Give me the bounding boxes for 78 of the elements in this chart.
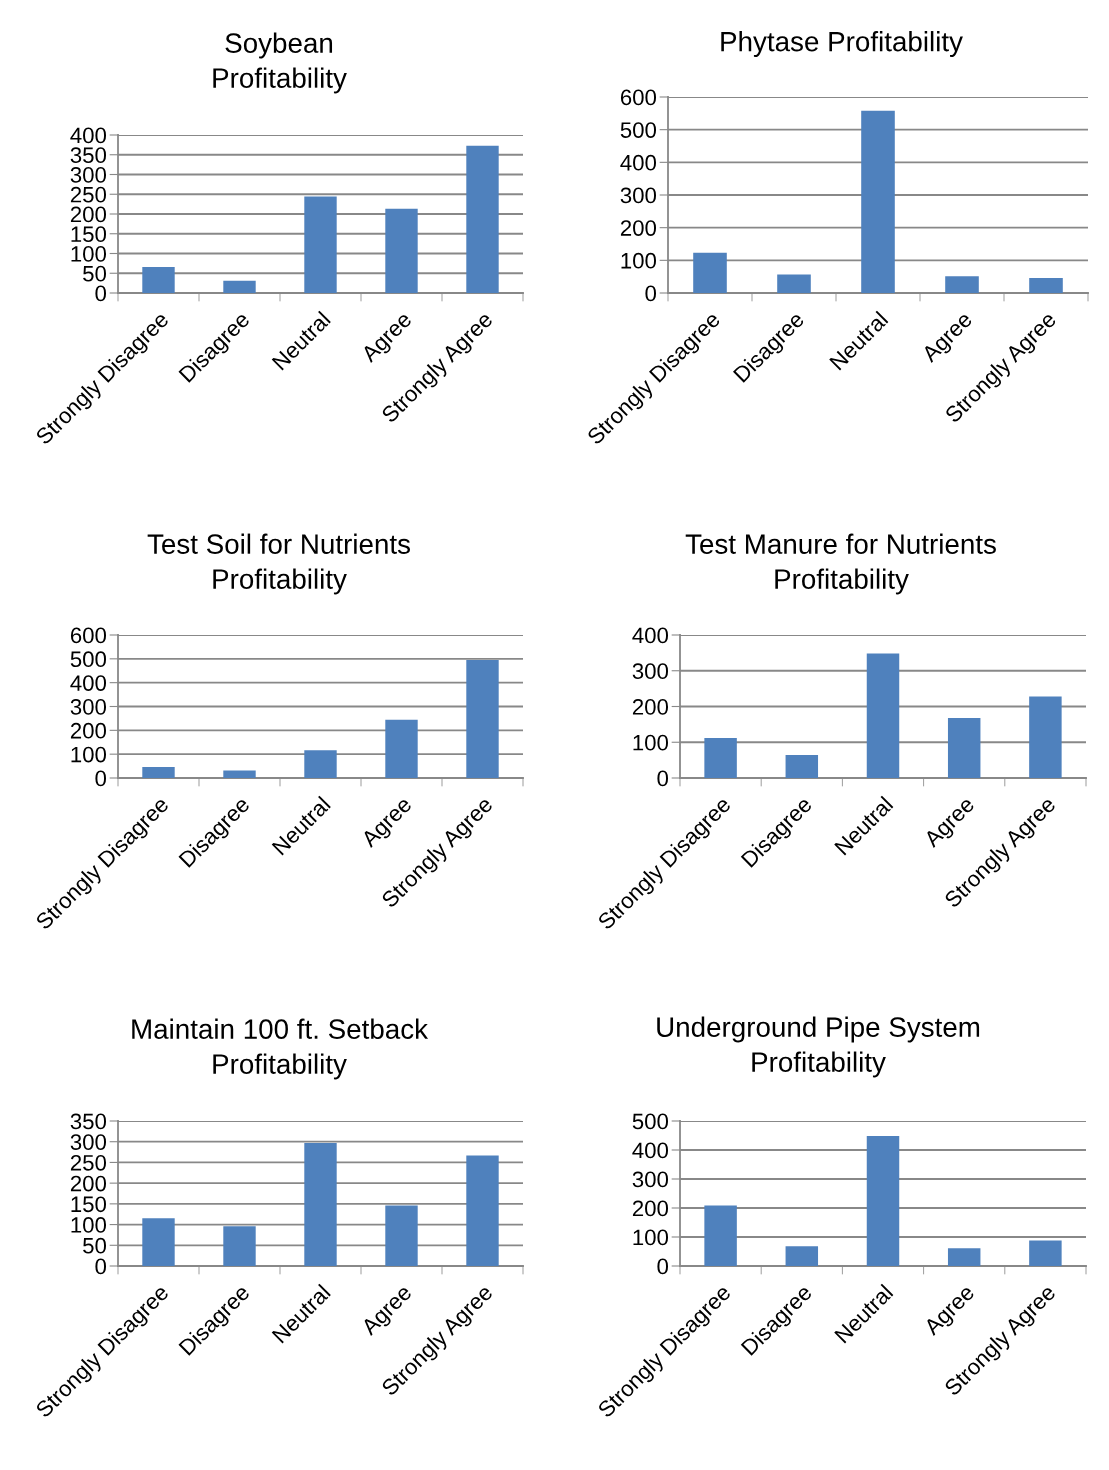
y-tick-label: 400 bbox=[632, 1142, 669, 1159]
bar bbox=[777, 274, 811, 293]
y-tick-label: 400 bbox=[70, 127, 107, 144]
y-tick-label: 0 bbox=[95, 770, 107, 787]
chart-title: Maintain 100 ft. Setback Profitability bbox=[132, 1018, 429, 1080]
bar bbox=[466, 660, 499, 778]
y-tick-label: 100 bbox=[633, 734, 669, 751]
y-tick-label: 200 bbox=[632, 699, 669, 715]
bar bbox=[785, 755, 819, 778]
y-tick-label: 0 bbox=[645, 285, 657, 302]
y-tick-label: 300 bbox=[620, 187, 657, 204]
bar bbox=[947, 1248, 981, 1266]
y-tick-label: 400 bbox=[70, 675, 107, 691]
bar bbox=[385, 208, 418, 293]
y-tick-label: 150 bbox=[71, 1196, 107, 1213]
bar bbox=[142, 767, 175, 778]
y-tick-label: 200 bbox=[70, 722, 107, 739]
chart-title: Phytase Profitability bbox=[721, 31, 963, 57]
y-tick-label: 0 bbox=[657, 770, 669, 787]
chart-title: Underground Pipe System Profitability bbox=[657, 1016, 980, 1078]
bar bbox=[466, 1155, 499, 1266]
bar bbox=[947, 717, 981, 778]
chart-title: Test Soil for Nutrients Profitability bbox=[147, 533, 410, 595]
chart-title: Test Manure for Nutrients Profitability bbox=[685, 533, 996, 595]
bar bbox=[304, 750, 337, 778]
bar bbox=[704, 737, 737, 778]
bar bbox=[704, 1205, 737, 1266]
bar bbox=[385, 719, 418, 778]
y-tick-label: 250 bbox=[70, 1154, 107, 1171]
bar bbox=[785, 1246, 819, 1266]
bar bbox=[693, 252, 727, 293]
y-tick-label: 300 bbox=[632, 1171, 669, 1188]
y-tick-label: 200 bbox=[70, 1175, 107, 1192]
y-tick-label: 100 bbox=[71, 1217, 107, 1233]
y-tick-label: 600 bbox=[620, 89, 657, 106]
y-tick-label: 50 bbox=[83, 1237, 107, 1254]
bar bbox=[866, 1136, 900, 1266]
bar bbox=[304, 196, 337, 293]
bar bbox=[385, 1205, 418, 1266]
y-tick-label: 500 bbox=[620, 122, 657, 138]
y-tick-label: 0 bbox=[95, 1258, 107, 1275]
bar bbox=[945, 276, 979, 293]
y-tick-label: 100 bbox=[71, 746, 107, 763]
y-tick-label: 150 bbox=[71, 226, 107, 243]
bar bbox=[223, 770, 256, 778]
bar bbox=[1029, 696, 1062, 778]
y-tick-label: 350 bbox=[70, 1113, 107, 1130]
bar bbox=[142, 1218, 175, 1266]
y-tick-label: 200 bbox=[620, 220, 657, 236]
y-tick-label: 0 bbox=[657, 1258, 669, 1275]
y-tick-label: 500 bbox=[70, 651, 107, 668]
y-tick-label: 600 bbox=[70, 627, 107, 644]
y-tick-label: 250 bbox=[70, 186, 107, 203]
y-tick-label: 200 bbox=[70, 206, 107, 223]
y-tick-label: 500 bbox=[632, 1113, 669, 1130]
bar bbox=[466, 145, 499, 293]
bar bbox=[223, 1226, 256, 1266]
y-tick-label: 100 bbox=[633, 1229, 669, 1246]
y-tick-label: 400 bbox=[620, 154, 657, 171]
bar bbox=[1029, 1240, 1062, 1266]
y-tick-label: 100 bbox=[621, 252, 657, 269]
y-tick-label: 300 bbox=[70, 1134, 107, 1150]
bar bbox=[142, 266, 175, 293]
y-tick-label: 0 bbox=[95, 285, 107, 302]
bar bbox=[1029, 277, 1063, 293]
bar bbox=[861, 110, 895, 293]
bar bbox=[866, 653, 900, 778]
y-tick-label: 350 bbox=[70, 147, 107, 164]
y-tick-label: 300 bbox=[70, 699, 107, 715]
y-tick-label: 100 bbox=[71, 246, 107, 262]
y-tick-label: 300 bbox=[632, 663, 669, 680]
y-tick-label: 400 bbox=[632, 627, 669, 644]
chart-title: Soybean Profitability bbox=[213, 32, 347, 94]
bar bbox=[223, 280, 256, 293]
y-tick-label: 300 bbox=[70, 167, 107, 183]
y-tick-label: 200 bbox=[632, 1200, 669, 1217]
bar bbox=[304, 1142, 337, 1266]
y-tick-label: 50 bbox=[83, 265, 107, 282]
